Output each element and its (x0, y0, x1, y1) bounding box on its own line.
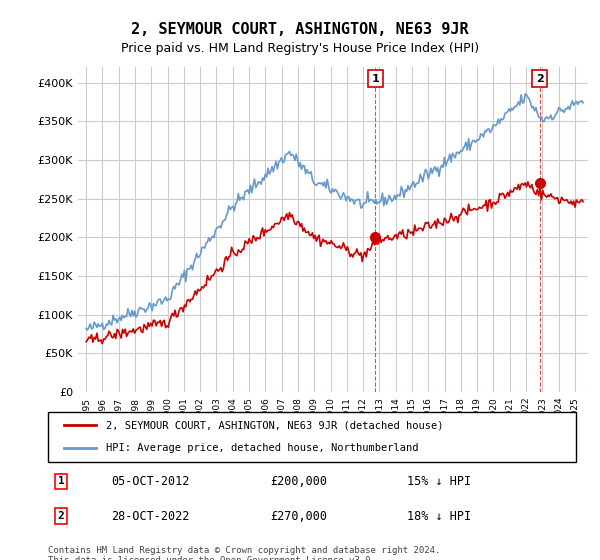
Text: 2, SEYMOUR COURT, ASHINGTON, NE63 9JR (detached house): 2, SEYMOUR COURT, ASHINGTON, NE63 9JR (d… (106, 420, 443, 430)
Text: 1: 1 (58, 477, 65, 487)
Text: Contains HM Land Registry data © Crown copyright and database right 2024.
This d: Contains HM Land Registry data © Crown c… (48, 546, 440, 560)
Text: 2: 2 (536, 74, 544, 84)
Text: 2: 2 (58, 511, 65, 521)
Text: 15% ↓ HPI: 15% ↓ HPI (407, 475, 471, 488)
Text: £200,000: £200,000 (270, 475, 327, 488)
Text: 28-OCT-2022: 28-OCT-2022 (112, 510, 190, 522)
Text: 05-OCT-2012: 05-OCT-2012 (112, 475, 190, 488)
Text: 2, SEYMOUR COURT, ASHINGTON, NE63 9JR: 2, SEYMOUR COURT, ASHINGTON, NE63 9JR (131, 22, 469, 38)
Text: Price paid vs. HM Land Registry's House Price Index (HPI): Price paid vs. HM Land Registry's House … (121, 42, 479, 55)
Text: £270,000: £270,000 (270, 510, 327, 522)
Text: 1: 1 (371, 74, 379, 84)
Text: 18% ↓ HPI: 18% ↓ HPI (407, 510, 471, 522)
FancyBboxPatch shape (48, 412, 576, 462)
Text: HPI: Average price, detached house, Northumberland: HPI: Average price, detached house, Nort… (106, 444, 419, 454)
